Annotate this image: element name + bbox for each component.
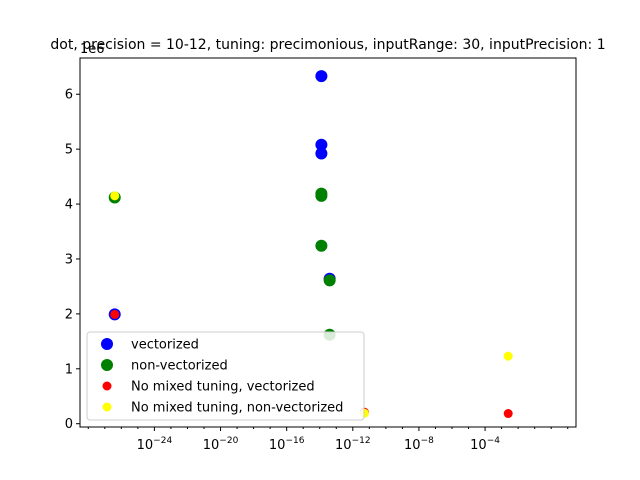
x-tick-label-exponent: −24 [153,436,172,446]
x-tick-label: 10−4 [470,436,500,453]
data-point [503,409,513,419]
data-point [315,147,328,160]
y-tick-label: 5 [65,143,73,158]
x-tick-label-exponent: −8 [421,436,435,446]
x-tick-label: 10−8 [404,436,434,453]
data-point [315,70,328,83]
x-axis-ticks: 10−24 10−20 10−16 10−12 10−8 10−4 [87,427,569,453]
axes-frame [79,57,577,428]
legend-marker [102,402,112,412]
legend-marker [101,359,113,371]
x-tick-label-base: 10 [335,438,352,453]
chart-title: dot, precision = 10-12, tuning: precimon… [50,37,605,53]
legend-box [86,331,365,421]
legend-label: vectorized [131,338,199,353]
x-tick-label: 10−20 [203,436,239,453]
legend-label: non-vectorized [131,359,228,374]
y-tick-label: 2 [65,307,73,322]
legend-marker [102,381,112,391]
data-point [315,189,328,202]
y-tick-label: 4 [65,198,73,213]
x-tick-label-base: 10 [404,438,421,453]
legend-label: No mixed tuning, non-vectorized [131,401,343,416]
y-tick-label: 3 [65,252,73,267]
data-point [110,309,120,319]
data-point [315,239,328,252]
x-tick-label-base: 10 [137,438,154,453]
x-tick-label-base: 10 [269,438,286,453]
data-point [323,274,336,287]
y-tick-label: 1 [65,362,73,377]
y-tick-label: 0 [65,417,73,432]
data-point [110,191,120,201]
x-tick-label-exponent: −16 [285,436,304,446]
x-tick-label: 10−12 [335,436,371,453]
legend-marker [101,338,113,350]
x-tick-label-base: 10 [470,438,487,453]
x-tick-label-base: 10 [203,438,220,453]
data-point [503,351,513,361]
data-point [315,138,328,151]
x-tick-label-exponent: −12 [352,436,371,446]
x-tick-label: 10−24 [137,436,173,453]
y-axis-offset-label: 1e6 [80,42,105,57]
y-axis-ticks: 0 1 2 3 4 5 6 [65,88,80,432]
x-tick-label-exponent: −20 [219,436,238,446]
x-tick-label: 10−16 [269,436,305,453]
x-tick-label-exponent: −4 [487,436,501,446]
y-tick-label: 6 [65,88,73,103]
legend-label: No mixed tuning, vectorized [131,380,315,395]
plot-marks [108,70,513,419]
legend: vectorized non-vectorized No mixed tuning,… [86,331,365,421]
